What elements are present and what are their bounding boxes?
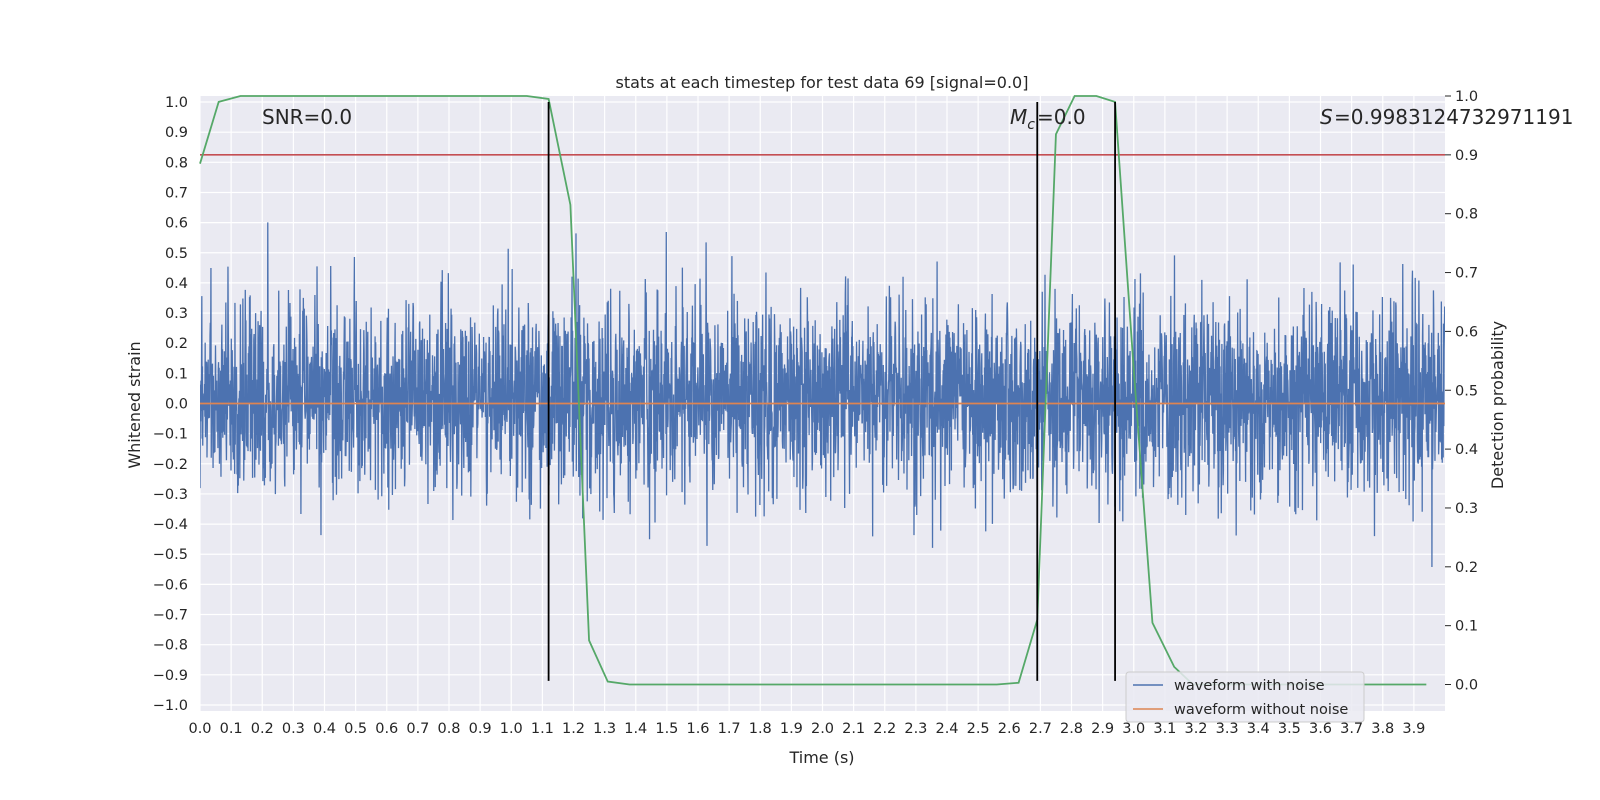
x-tick-label: 0.8 [437, 721, 460, 737]
s-annotation-symbol: S [1320, 105, 1333, 129]
y-tick-label: 0.3 [165, 306, 188, 322]
y-tick-label: 0.5 [165, 246, 188, 262]
legend-label-noise: waveform with noise [1174, 678, 1325, 694]
y-tick-label: −0.9 [153, 668, 188, 684]
legend: waveform with noise waveform without noi… [1125, 671, 1365, 723]
x-tick-label: 2.6 [998, 721, 1021, 737]
x-tick-label: 1.8 [749, 721, 772, 737]
y2-tick-label: 0.0 [1455, 678, 1478, 694]
y-tick-label: 0.8 [165, 155, 188, 171]
x-axis-ticks: 0.0 0.1 0.2 0.3 0.4 0.5 0.6 0.7 0.8 0.9 1.0 1.1 1.2 1… [188, 721, 1425, 737]
y2-tick-label: 0.2 [1455, 560, 1478, 576]
y-tick-label: −0.4 [153, 517, 188, 533]
x-tick-label: 3.0 [1122, 721, 1145, 737]
x-tick-label: 2.0 [811, 721, 834, 737]
x-axis-label: Time (s) [788, 748, 854, 767]
series-detection-probability [199, 95, 1427, 686]
y-tick-label: 0.1 [165, 366, 188, 382]
x-tick-label: 1.6 [686, 721, 709, 737]
x-tick-label: 2.4 [935, 721, 958, 737]
x-tick-label: 3.2 [1184, 721, 1207, 737]
series-layer [200, 154, 1445, 568]
y2-tick-label: 0.3 [1455, 501, 1478, 517]
y2-axis-ticks: 0.0 0.1 0.2 0.3 0.4 0.5 0.6 0.7 0.8 0.9 1.0 [1445, 89, 1478, 694]
series-waveform-with-noise [200, 222, 1445, 568]
y-tick-label: −1.0 [153, 698, 188, 714]
x-tick-label: 1.1 [531, 721, 554, 737]
x-tick-label: 2.7 [1029, 721, 1052, 737]
y-tick-label: −0.8 [153, 638, 188, 654]
y-tick-label: −0.1 [153, 427, 188, 443]
x-tick-label: 3.4 [1247, 721, 1270, 737]
legend-box [1125, 671, 1365, 723]
y-tick-label: 0.0 [165, 397, 188, 413]
x-tick-label: 2.2 [873, 721, 896, 737]
x-tick-label: 3.6 [1309, 721, 1332, 737]
y2-tick-label: 0.5 [1455, 383, 1478, 399]
x-tick-label: 0.5 [344, 721, 367, 737]
x-tick-label: 2.1 [842, 721, 865, 737]
s-annotation: =0.9983124732971191 [1334, 105, 1573, 129]
y-tick-label: 0.7 [165, 185, 188, 201]
y2-tick-label: 0.6 [1455, 324, 1478, 340]
y-axis-label: Whitened strain [125, 341, 144, 468]
x-tick-label: 1.0 [500, 721, 523, 737]
y-tick-label: −0.2 [153, 457, 188, 473]
x-tick-label: 0.2 [251, 721, 274, 737]
y2-tick-label: 0.4 [1455, 442, 1478, 458]
x-tick-label: 0.6 [375, 721, 398, 737]
y-tick-label: 0.4 [165, 276, 188, 292]
x-tick-label: 0.9 [469, 721, 492, 737]
y2-tick-label: 0.7 [1455, 266, 1478, 282]
x-tick-label: 1.2 [562, 721, 585, 737]
x-tick-label: 0.7 [406, 721, 429, 737]
x-tick-label: 3.5 [1278, 721, 1301, 737]
x-tick-label: 0.4 [313, 721, 336, 737]
x-tick-label: 3.1 [1153, 721, 1176, 737]
x-tick-label: 1.7 [718, 721, 741, 737]
x-tick-label: 2.8 [1060, 721, 1083, 737]
x-tick-label: 3.8 [1371, 721, 1394, 737]
x-tick-label: 1.4 [624, 721, 647, 737]
y-tick-label: 0.6 [165, 216, 188, 232]
y-tick-label: −0.7 [153, 608, 188, 624]
x-tick-label: 1.5 [655, 721, 678, 737]
x-tick-label: 0.0 [188, 721, 211, 737]
x-tick-label: 2.3 [904, 721, 927, 737]
mc-annotation-symbol: Mc [1010, 105, 1035, 133]
vertical-markers [199, 95, 1427, 686]
y-tick-label: −0.5 [153, 547, 188, 563]
chart-title: stats at each timestep for test data 69 … [616, 73, 1029, 92]
x-tick-label: 1.3 [593, 721, 616, 737]
legend-label-clean: waveform without noise [1174, 702, 1348, 718]
y-tick-label: −0.3 [153, 487, 188, 503]
y-tick-label: 0.9 [165, 125, 188, 141]
snr-annotation: SNR=0.0 [262, 105, 352, 129]
y2-tick-label: 0.8 [1455, 207, 1478, 223]
y-axis-ticks: −1.0 −0.9 −0.8 −0.7 −0.6 −0.5 −0.4 −0.3 −0.2 −0.1… [153, 95, 188, 714]
x-tick-label: 0.3 [282, 721, 305, 737]
y-tick-label: 1.0 [165, 95, 188, 111]
y2-tick-label: 1.0 [1455, 89, 1478, 105]
x-tick-label: 2.5 [967, 721, 990, 737]
y-tick-label: 0.2 [165, 336, 188, 352]
mc-annotation: =0.0 [1037, 105, 1086, 129]
y2-axis-label: Detection probability [1488, 321, 1507, 489]
y2-tick-label: 0.1 [1455, 619, 1478, 635]
y-tick-label: −0.6 [153, 577, 188, 593]
x-tick-label: 3.7 [1340, 721, 1363, 737]
x-tick-label: 1.9 [780, 721, 803, 737]
x-tick-label: 0.1 [220, 721, 243, 737]
x-tick-label: 3.9 [1402, 721, 1425, 737]
x-tick-label: 3.3 [1216, 721, 1239, 737]
y2-tick-label: 0.9 [1455, 148, 1478, 164]
x-tick-label: 2.9 [1091, 721, 1114, 737]
